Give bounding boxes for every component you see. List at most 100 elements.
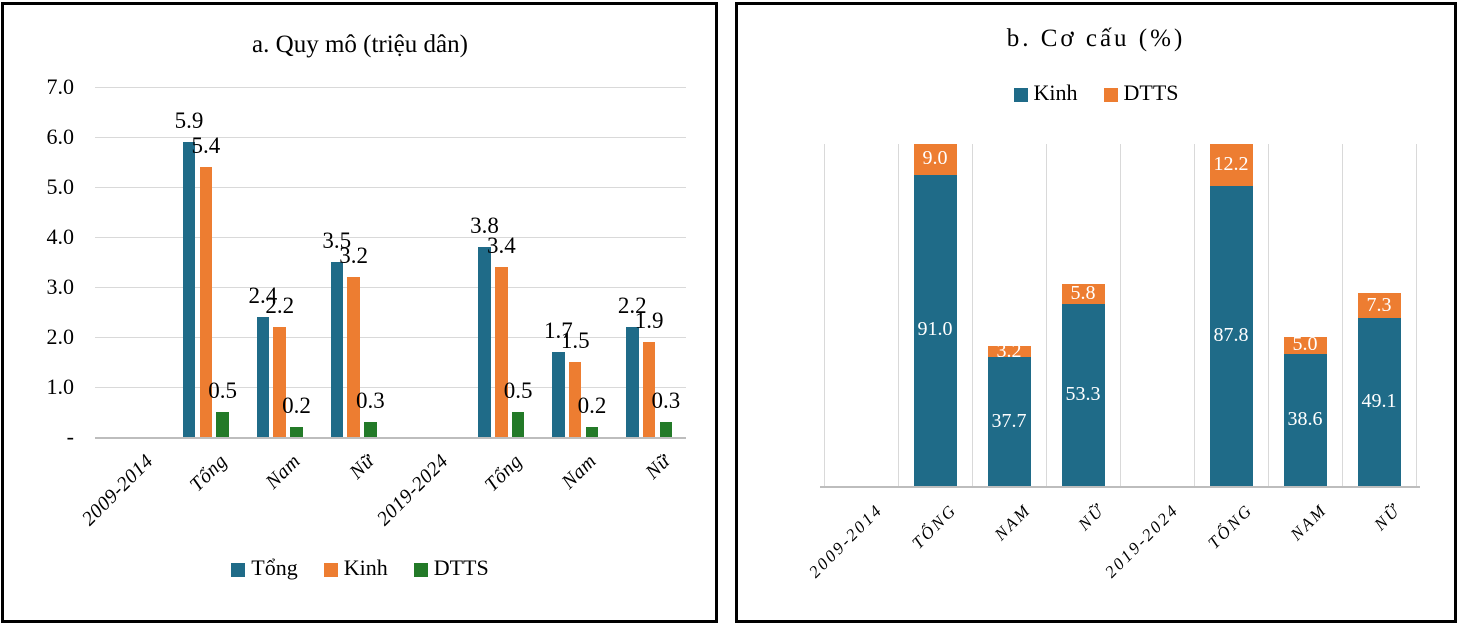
segment-value-label: 7.3 [1366,293,1392,316]
stacked-bar-dtts [1283,336,1327,354]
bar-value-label: 1.9 [634,308,664,333]
legend-swatch [1103,87,1118,102]
gridline [1120,144,1121,486]
chart-b-legend: Kinh DTTS [738,80,1454,106]
bar-value-label: 2.2 [265,293,295,318]
bar-dtts [511,412,525,437]
segment-value-label: 38.6 [1287,407,1323,430]
segment-value-label: 87.8 [1213,323,1249,346]
bar-value-label: 1.5 [560,328,590,353]
bar-value-label: 1.7 [544,318,573,343]
legend-label: Kinh [1033,80,1078,105]
gridline [95,87,686,88]
bar-tổng [182,142,196,437]
bar-tổng [330,262,343,437]
stacked-bar-kinh [913,174,957,486]
legend-label: Tổng [251,555,298,580]
stacked-bar-kinh [1209,185,1253,486]
legend-item-dtts: DTTS [1103,80,1179,106]
gridline [95,137,686,138]
stacked-bar-dtts [1061,283,1105,304]
y-axis-tick: 4.0 [46,224,75,249]
segment-value-label: 49.1 [1361,390,1397,413]
bar-kinh [199,167,213,437]
y-axis-tick: 5.0 [46,174,75,199]
stacked-bar-kinh [1061,303,1105,486]
legend-swatch [231,562,246,577]
bar-value-label: 0.3 [651,388,681,413]
segment-value-label: 5.8 [1070,281,1096,304]
chart-a-title: a. Quy mô (triệu dân) [252,31,468,58]
bar-tổng [552,352,565,437]
segment-value-label: 12.2 [1213,152,1249,175]
bar-value-label: 0.5 [208,378,237,403]
gridline [824,144,825,486]
legend-label: DTTS [1123,80,1179,105]
bar-value-label: 2.4 [248,283,278,308]
segment-value-label: 53.3 [1065,382,1101,405]
bar-dtts [659,422,673,437]
gridline [1416,144,1417,486]
legend-item-kinh: Kinh [323,555,388,581]
bar-tổng [478,247,491,437]
gridline [95,287,686,288]
bar-value-label: 3.2 [339,243,368,268]
gridline [1268,144,1269,486]
gridline [95,187,686,188]
bar-value-label: 2.2 [617,293,647,318]
legend-item-tổng: Tổng [231,555,298,581]
stacked-bar-dtts [913,144,957,175]
legend-swatch [323,562,338,577]
gridline [898,144,899,486]
bar-value-label: 0.3 [355,388,385,413]
x-axis-line [95,437,686,439]
y-axis-tick: 1.0 [46,374,75,399]
gridline [95,237,686,238]
y-axis-tick: 2.0 [46,324,75,349]
bar-kinh [568,362,582,437]
segment-value-label: 3.2 [996,339,1022,362]
bar-kinh [347,277,360,437]
bar-value-label: 5.9 [174,108,204,133]
segment-value-label: 91.0 [917,318,953,341]
x-axis-line [820,486,1420,488]
legend-item-dtts: DTTS [413,555,489,581]
y-axis-tick: 6.0 [46,124,75,149]
y-axis-tick: 7.0 [46,74,75,99]
legend-swatch [413,562,428,577]
bar-tổng [256,317,270,437]
gridline [1046,144,1047,486]
gridline [95,337,686,338]
bar-kinh [495,267,508,437]
bar-value-label: 5.4 [191,133,221,158]
y-axis-tick: 3.0 [46,274,75,299]
bar-value-label: 0.5 [503,378,533,403]
bar-tổng [626,327,639,437]
bar-value-label: 0.2 [577,393,607,418]
bar-dtts [364,422,377,437]
chart-b-title: b. Cơ cấu (%) [1006,25,1186,52]
y-axis-tick: - [66,424,74,449]
bar-value-label: 0.2 [282,393,311,418]
gridline [1194,144,1195,486]
bar-kinh [642,342,656,437]
stacked-bar-kinh [987,357,1031,486]
chart-a-legend: Tổng Kinh DTTS [5,555,715,581]
bar-dtts [216,412,229,437]
stacked-bar-dtts [1209,144,1253,186]
gridline [972,144,973,486]
legend-item-kinh: Kinh [1013,80,1078,106]
legend-label: Kinh [343,555,388,580]
stacked-bar-dtts [1357,293,1401,319]
bar-kinh [273,327,286,437]
stacked-bar-kinh [1357,318,1401,486]
legend-label: DTTS [433,555,489,580]
gridline [1342,144,1343,486]
stacked-bar-kinh [1283,353,1327,486]
bar-value-label: 3.8 [470,213,499,238]
gridline [95,387,686,388]
bar-dtts [585,427,599,437]
bar-value-label: 3.5 [322,228,352,253]
bar-value-label: 3.4 [486,233,516,258]
